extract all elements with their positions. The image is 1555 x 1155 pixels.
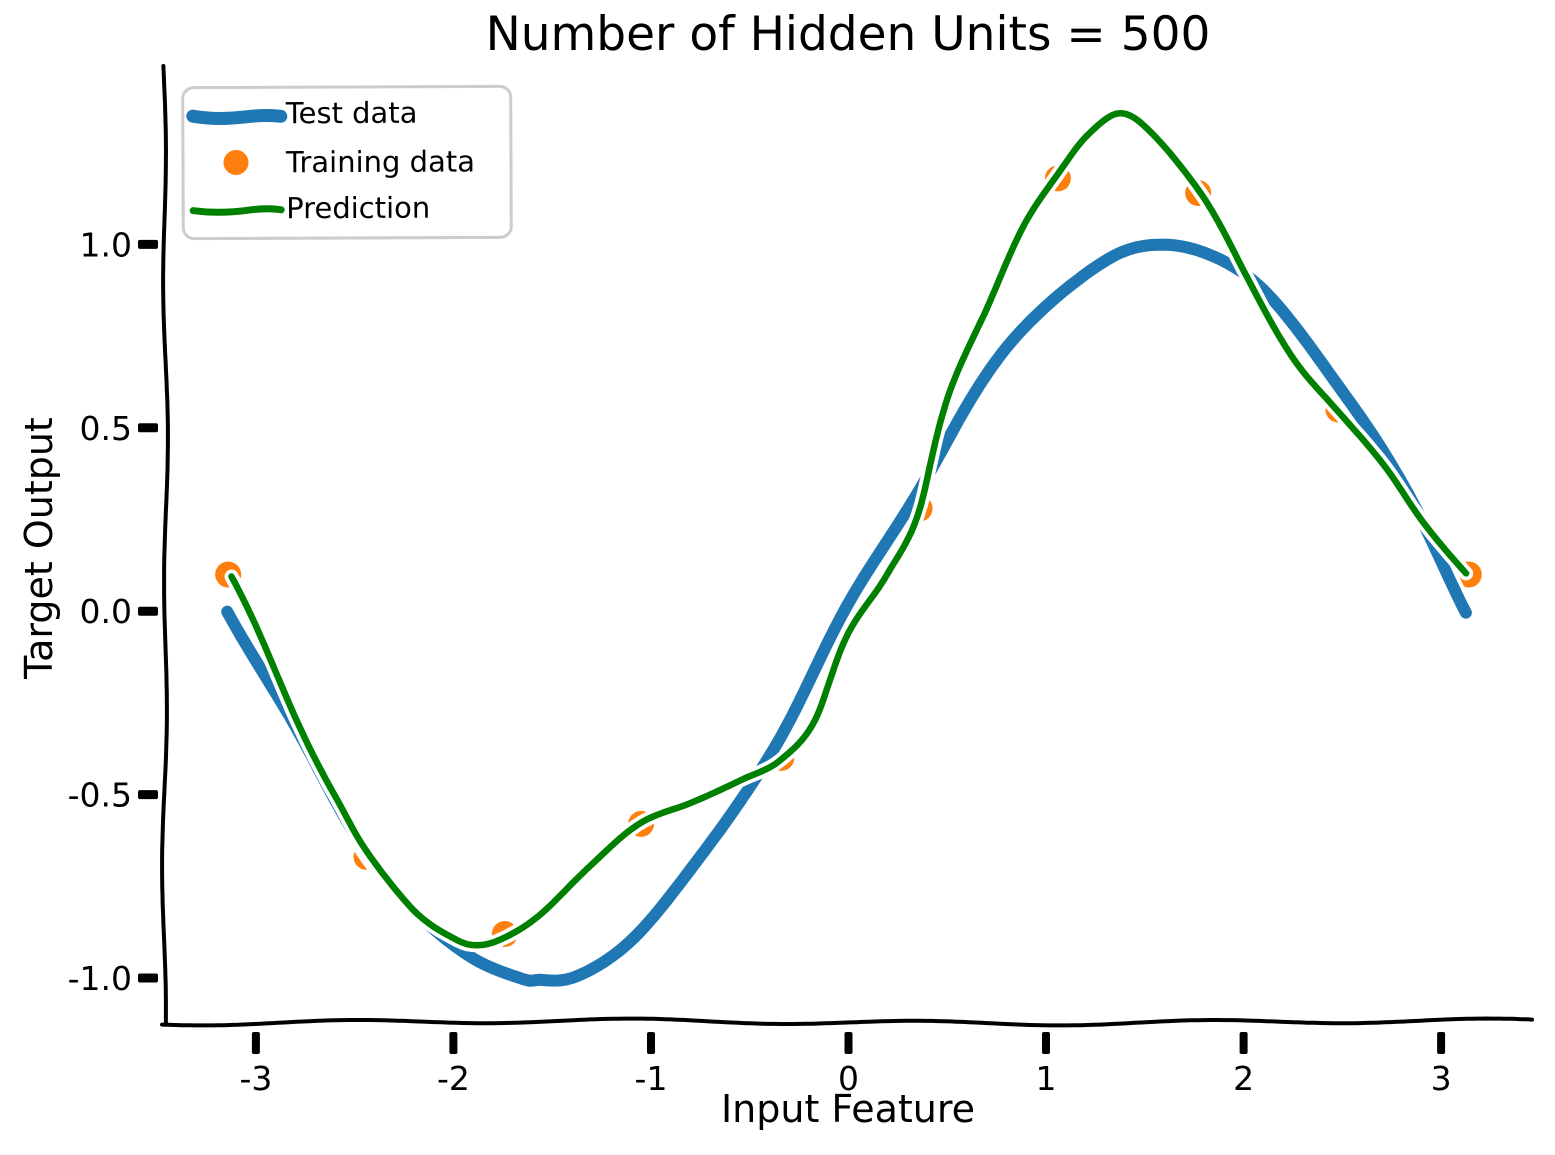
y-tick-label: -0.5 [68,776,132,815]
y-tick [138,239,158,249]
x-tick [449,1032,458,1054]
legend-label-test-data: Test data [285,96,418,131]
y-axis-label: Target Output [17,417,61,680]
y-axis-spine [160,64,170,1026]
legend: Test data Training data Prediction [181,84,513,241]
legend-box [181,84,513,241]
x-axis-spine [160,1016,1534,1028]
x-tick-label: 2 [1233,1059,1254,1098]
axes-layer: -3 -2 -1 0 1 2 3 -1.0 -0.5 0.0 0.5 1.0 [68,64,1534,1098]
x-tick-label: -2 [437,1059,470,1098]
x-tick-label: 3 [1431,1059,1452,1098]
x-tick-label: 1 [1036,1059,1057,1098]
x-tick-label: 0 [838,1059,859,1098]
y-tick-label: 0.5 [80,409,132,448]
y-tick-label: -1.0 [68,959,132,998]
x-tick-label: -1 [635,1059,668,1098]
x-tick-label: -3 [239,1059,272,1098]
y-tick [138,973,158,983]
legend-swatch-prediction-line [189,205,285,216]
chart-title: Number of Hidden Units = 500 [486,7,1211,62]
x-tick [1437,1032,1446,1054]
legend-swatch-training-data-marker [223,149,249,175]
prediction-line [228,109,1470,949]
x-tick [844,1032,853,1054]
y-tick-label: 0.0 [80,592,132,631]
x-axis-label: Input Feature [721,1087,975,1131]
legend-label-training-data: Training data [285,144,475,179]
x-tick [251,1032,260,1054]
legend-label-prediction: Prediction [286,191,430,226]
x-tick [1239,1032,1248,1054]
series-layer [215,106,1482,991]
y-tick [138,423,158,433]
y-tick [138,606,158,616]
y-tick [138,790,158,800]
x-tick [1042,1032,1050,1054]
legend-swatch-test-data-line [186,108,288,125]
x-tick [647,1032,655,1054]
test-data-line [221,238,1472,987]
y-tick-label: 1.0 [80,225,132,264]
